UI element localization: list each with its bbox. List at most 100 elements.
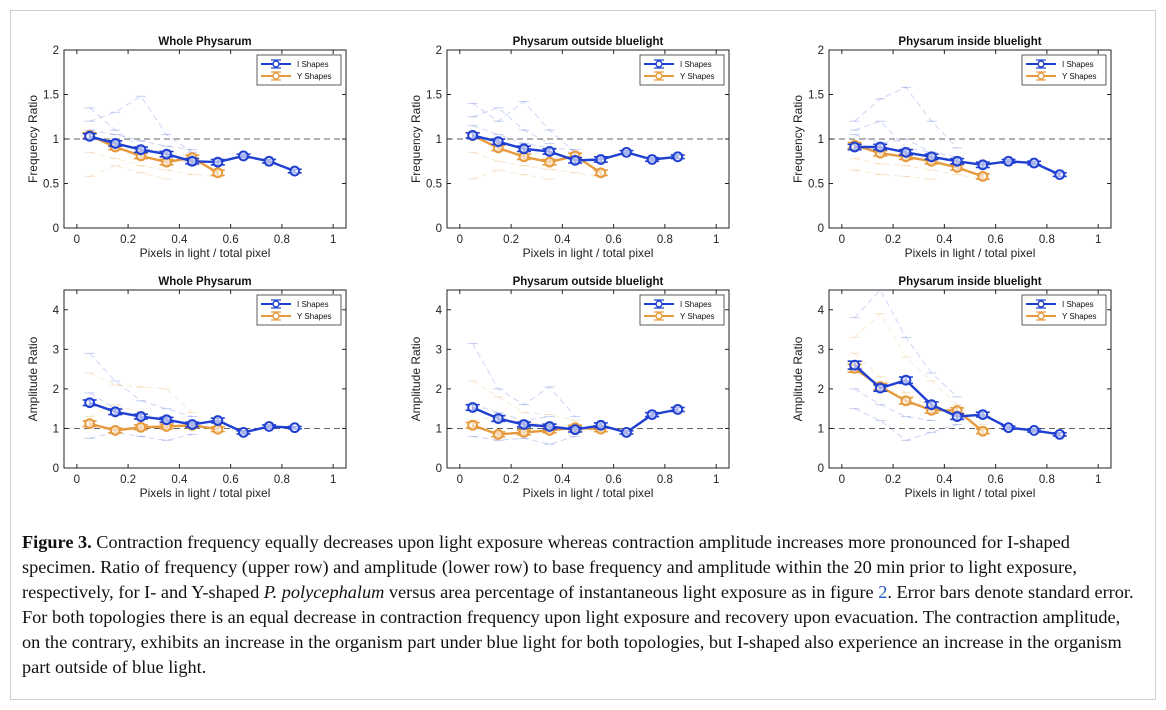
y-tick-label: 4: [53, 305, 60, 317]
data-point: [977, 425, 989, 437]
x-tick-label: 0.4: [554, 234, 571, 246]
data-point: [467, 419, 479, 431]
axes-box: [446, 289, 730, 469]
data-point: [238, 150, 249, 162]
x-tick-label: 0.8: [657, 234, 673, 246]
legend-swatch-marker: [272, 300, 280, 308]
y-tick-label: 2: [818, 45, 824, 57]
data-point: [186, 419, 198, 430]
y-axis-label: Amplitude Ratio: [26, 336, 40, 421]
caption-text-1: Contraction frequency equally decreases …: [22, 532, 1077, 602]
y-tick-label: 2: [818, 384, 824, 396]
chart-title: Physarum outside bluelight: [513, 36, 664, 48]
data-point: [186, 155, 198, 167]
x-tick-label: 0.6: [223, 474, 239, 486]
caption-figure-link[interactable]: 2: [878, 582, 888, 602]
individual-trace: [472, 107, 550, 144]
legend: I Shapes Y Shapes: [256, 54, 342, 86]
individual-trace: [854, 158, 983, 180]
data-point: [212, 167, 224, 179]
legend: I Shapes Y Shapes: [1021, 54, 1107, 86]
y-tick-label: 4: [436, 305, 443, 317]
y-tick-label: 0: [436, 223, 442, 235]
data-point: [492, 136, 504, 148]
x-tick-label: 0.8: [274, 234, 290, 246]
data-point: [238, 427, 249, 438]
data-point: [544, 156, 555, 168]
x-tick-label: 1: [330, 474, 336, 486]
data-point: [849, 141, 861, 153]
y-tick-label: 0: [436, 463, 442, 475]
individual-trace: [472, 343, 576, 417]
legend-swatch-marker: [1037, 60, 1045, 68]
data-point: [135, 411, 147, 422]
data-point: [900, 374, 912, 386]
data-point: [874, 141, 886, 153]
y-tick-label: 3: [53, 344, 59, 356]
series-line-y-shapes: [853, 367, 984, 433]
x-tick-label: 0: [74, 474, 80, 486]
y-axis-label: Amplitude Ratio: [791, 336, 805, 421]
legend-label: I Shapes: [297, 60, 329, 69]
chart-panel-3: 0 0.2 0.4 0.6 0.8 1 0 0.5 1 1.5 2 Physarum inside b…: [791, 36, 1112, 260]
data-point: [467, 402, 479, 413]
legend-label: Y Shapes: [1062, 72, 1097, 81]
chart-panel-6: 0 0.2 0.4 0.6 0.8 1 0 1 2 3 4 Physarum inside bluel…: [791, 276, 1112, 500]
y-tick-label: 0.5: [426, 179, 442, 191]
legend: I Shapes Y Shapes: [639, 54, 725, 86]
data-point: [977, 170, 989, 182]
individual-trace: [89, 431, 193, 441]
individual-trace: [472, 169, 550, 180]
x-tick-label: 0: [457, 234, 463, 246]
data-point: [621, 427, 632, 438]
plot-area: [447, 342, 729, 445]
data-point: [135, 421, 147, 433]
figure-charts: 0 0.2 0.4 0.6 0.8 1 0 0.5 1 1.5 2 Whole Physarum Pix…: [26, 36, 1112, 500]
y-tick-label: 1.5: [426, 90, 442, 102]
data-point: [595, 154, 607, 165]
y-tick-label: 1: [53, 134, 59, 146]
x-tick-label: 0.2: [120, 234, 136, 246]
x-tick-label: 1: [1095, 474, 1101, 486]
x-tick-label: 0.2: [503, 234, 519, 246]
data-point: [646, 154, 658, 165]
x-tick-label: 0.6: [606, 474, 622, 486]
legend-label: I Shapes: [680, 300, 712, 309]
data-point: [900, 146, 912, 158]
y-tick-label: 0: [53, 463, 59, 475]
legend-swatch-marker: [655, 60, 663, 68]
figure-caption: Figure 3. Contraction frequency equally …: [22, 530, 1142, 680]
chart-title: Physarum inside bluelight: [898, 276, 1041, 288]
data-point: [595, 167, 607, 179]
data-point: [84, 418, 96, 430]
y-tick-label: 2: [436, 45, 442, 57]
individual-trace: [89, 165, 167, 180]
x-tick-label: 0: [839, 234, 845, 246]
data-point: [569, 154, 581, 166]
data-point: [289, 422, 301, 434]
legend: I Shapes Y Shapes: [1021, 294, 1107, 326]
legend-label: Y Shapes: [297, 312, 332, 321]
y-axis-label: Frequency Ratio: [26, 95, 40, 183]
individual-trace: [472, 380, 576, 421]
x-axis-label: Pixels in light / total pixel: [905, 486, 1036, 500]
y-axis-label: Frequency Ratio: [409, 95, 423, 183]
data-point: [1054, 428, 1066, 440]
x-tick-label: 1: [1095, 234, 1101, 246]
caption-text-2: versus area percentage of instantaneous …: [384, 582, 879, 602]
x-axis-label: Pixels in light / total pixel: [523, 486, 654, 500]
y-tick-label: 3: [436, 344, 442, 356]
data-point: [977, 409, 989, 421]
x-tick-label: 0: [457, 474, 463, 486]
data-point: [544, 146, 555, 157]
plot-area: [829, 86, 1111, 182]
individual-trace: [854, 120, 932, 153]
data-point: [467, 130, 479, 141]
data-point: [109, 138, 121, 149]
legend-label: I Shapes: [297, 300, 329, 309]
x-tick-label: 0.2: [503, 474, 519, 486]
plot-area: [447, 100, 729, 180]
legend-label: Y Shapes: [1062, 312, 1097, 321]
data-point: [926, 399, 937, 411]
data-point: [161, 414, 172, 426]
